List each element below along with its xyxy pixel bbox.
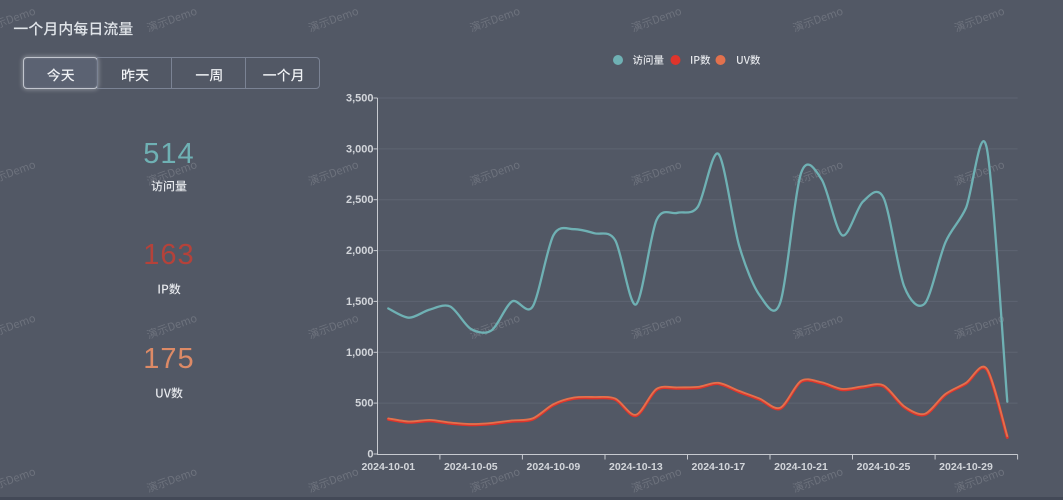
svg-text:2024-10-21: 2024-10-21 [774, 461, 828, 473]
svg-text:500: 500 [355, 398, 373, 410]
svg-text:2024-10-13: 2024-10-13 [609, 461, 663, 473]
svg-text:2024-10-17: 2024-10-17 [692, 461, 746, 473]
svg-text:0: 0 [367, 449, 373, 461]
svg-text:2024-10-05: 2024-10-05 [444, 461, 498, 473]
svg-text:2024-10-25: 2024-10-25 [857, 461, 911, 473]
svg-text:2024-10-09: 2024-10-09 [527, 461, 581, 473]
svg-text:3,000: 3,000 [346, 143, 374, 155]
svg-text:2024-10-01: 2024-10-01 [361, 461, 415, 473]
svg-text:2024-10-29: 2024-10-29 [939, 461, 993, 473]
svg-text:1,500: 1,500 [346, 296, 374, 308]
svg-text:2,000: 2,000 [346, 245, 374, 257]
svg-text:1,000: 1,000 [346, 347, 374, 359]
svg-text:2,500: 2,500 [346, 194, 374, 206]
svg-text:3,500: 3,500 [346, 93, 374, 105]
